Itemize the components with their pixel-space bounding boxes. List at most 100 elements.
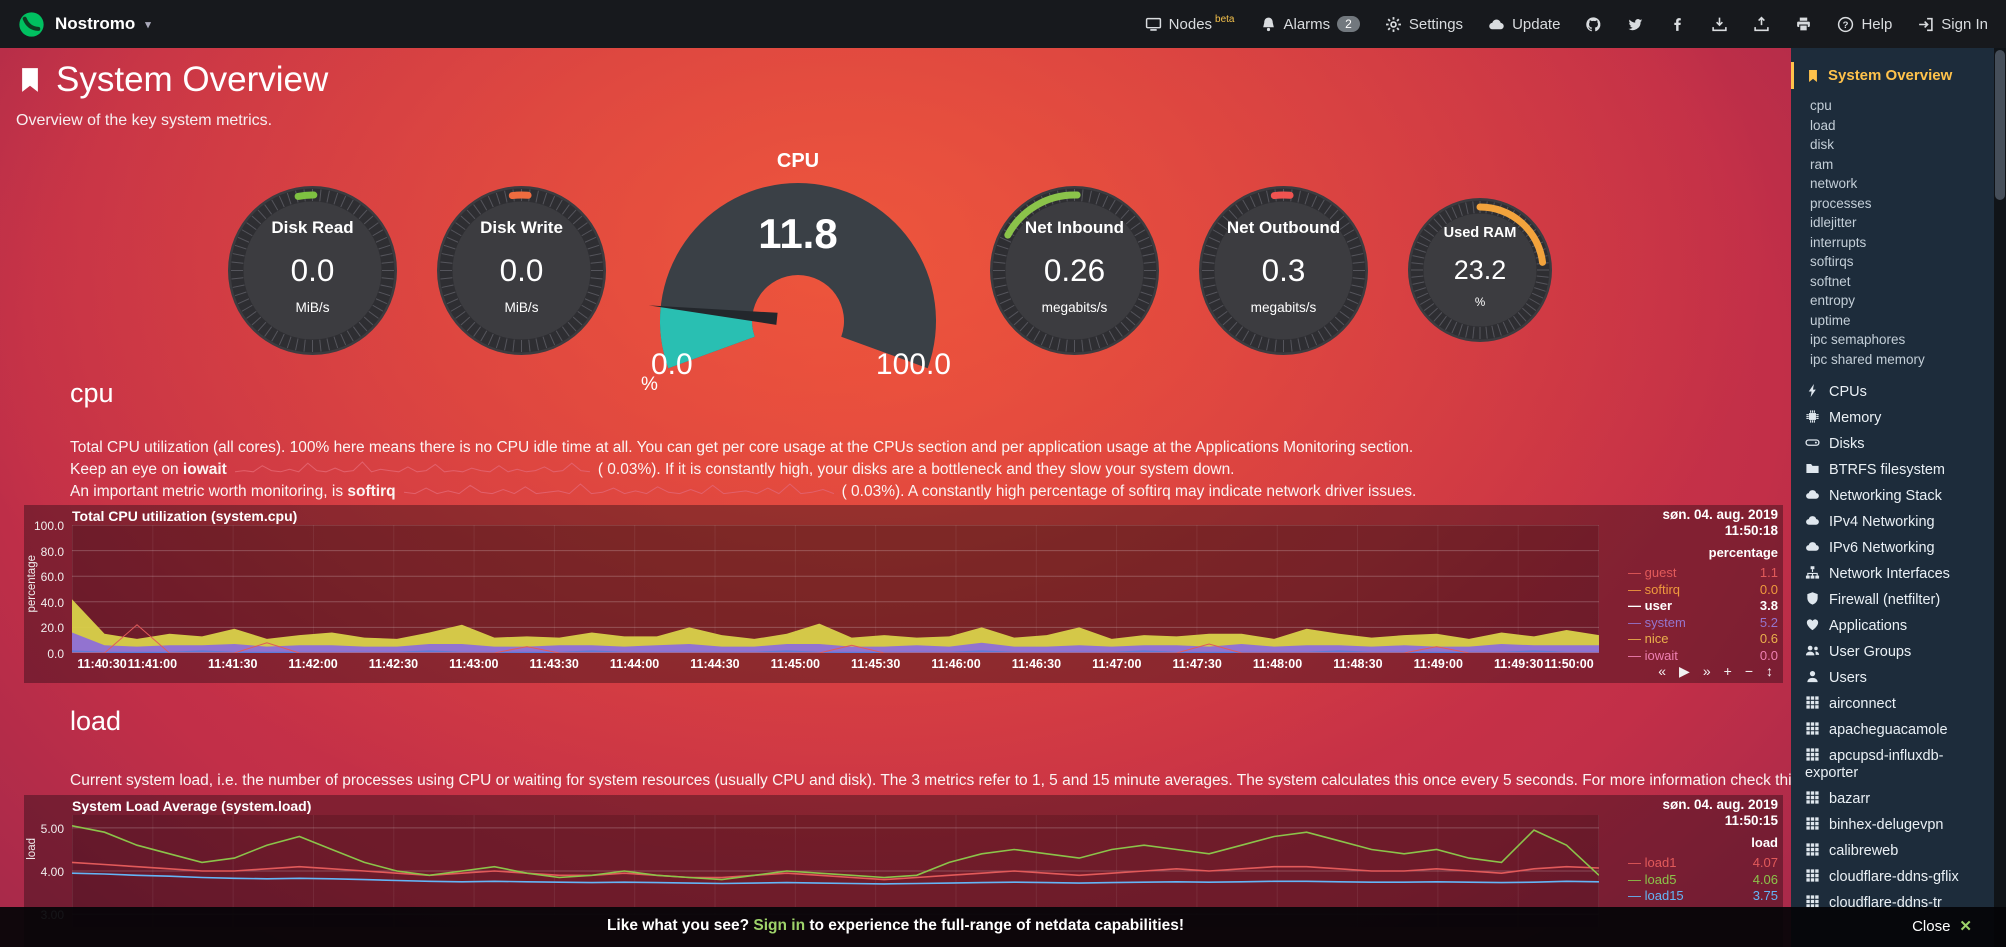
sidebar-menu-item[interactable]: IPv6 Networking <box>1791 535 1994 561</box>
legend-item[interactable]: load15 3.75 <box>1628 888 1778 905</box>
sidebar-sub-item[interactable]: ipc semaphores <box>1810 332 1906 347</box>
sidebar-menu-item[interactable]: bazarr <box>1791 786 1994 812</box>
legend-item[interactable]: system 5.2 <box>1628 615 1778 632</box>
section-heading-load[interactable]: load <box>70 706 122 736</box>
sidebar-menu-item[interactable]: Users <box>1791 665 1994 691</box>
sidebar-sub-item[interactable]: softnet <box>1810 273 1851 289</box>
legend-item[interactable]: guest 1.1 <box>1628 565 1778 582</box>
sidebar-sub-item[interactable]: idlejitter <box>1810 215 1857 230</box>
iowait-value: ( 0.03%). <box>597 461 661 478</box>
sidebar-sub-item[interactable]: disk <box>1810 137 1835 152</box>
sidebar-sub-item[interactable]: network <box>1810 176 1858 191</box>
right-sidebar: System Overview cpu load disk ram network pro… <box>1791 48 1994 947</box>
users-icon <box>1805 643 1820 658</box>
sidebar-menu-item[interactable]: cloudflare-ddns-gflix <box>1791 864 1994 890</box>
page-scrollbar[interactable] <box>1994 48 2006 947</box>
toolbox-button[interactable]: » <box>1702 663 1711 679</box>
legend-item[interactable]: user 3.8 <box>1628 598 1778 615</box>
sidebar-menu-item[interactable]: calibreweb <box>1791 838 1994 864</box>
y-tick: 5.00 <box>40 821 64 836</box>
sidebar-menu-item[interactable]: binhex-delugevpn <box>1791 812 1994 838</box>
gauge[interactable]: Disk Read 0.0 MiB/s <box>225 183 400 358</box>
x-tick: 11:45:00 <box>770 657 820 671</box>
navbar-item[interactable] <box>1627 16 1644 33</box>
navbar-item[interactable]: Update <box>1488 16 1560 33</box>
legend-value: 1.1 <box>1759 565 1778 580</box>
load-description: Current system load, i.e. the number of … <box>70 772 1914 789</box>
navbar-item[interactable]: Settings <box>1385 16 1463 33</box>
page-subtitle: Overview of the key system metrics. <box>16 112 273 129</box>
navbar-item[interactable] <box>1585 16 1602 33</box>
sidebar-menu-item[interactable]: Disks <box>1791 431 1994 457</box>
scrollbar-thumb[interactable] <box>1995 50 2005 200</box>
top-navbar: Nostromo ▾ Nodes beta Alarms 2 <box>0 0 2006 48</box>
y-tick: 4.00 <box>40 865 64 879</box>
sidebar-menu-item[interactable]: BTRFS filesystem <box>1791 457 1994 483</box>
legend-item[interactable]: iowait 0.0 <box>1628 648 1778 665</box>
node-selector[interactable]: Nostromo ▾ <box>18 11 151 38</box>
navbar-item[interactable] <box>1711 16 1728 33</box>
sidebar-menu-item[interactable]: Memory <box>1791 405 1994 431</box>
section-heading-cpu[interactable]: cpu <box>70 378 114 408</box>
sidebar-sub-item[interactable]: uptime <box>1810 312 1851 328</box>
gauge-title: Net Outbound <box>1226 217 1341 237</box>
banner-close: Close ✕ <box>1912 917 1972 936</box>
legend-item[interactable]: nice 0.6 <box>1628 631 1778 648</box>
sidebar-sub-item[interactable]: entropy <box>1810 293 1856 308</box>
sidebar-menu-item[interactable]: CPUs <box>1791 379 1994 405</box>
navbar-item[interactable] <box>1795 16 1812 33</box>
close-icon[interactable]: ✕ <box>1959 918 1972 935</box>
close-label: Close <box>1912 917 1951 935</box>
sidebar-menu: CPUs Memory Disks BTRFS filesystem Netwo… <box>1791 379 1994 916</box>
sidebar-menu-item[interactable]: User Groups <box>1791 639 1994 665</box>
toolbox-button[interactable]: − <box>1744 663 1753 679</box>
sidebar-sub-item[interactable]: interrupts <box>1810 234 1867 250</box>
gear-icon <box>1385 16 1402 33</box>
toolbox-button[interactable]: + <box>1723 663 1732 679</box>
gauge[interactable]: Used RAM 23.2 % <box>1405 195 1555 345</box>
gauge[interactable]: Disk Write 0.0 MiB/s <box>434 183 609 358</box>
grid-icon <box>1805 721 1820 736</box>
sidebar-menu-item[interactable]: Firewall (netfilter) <box>1791 587 1994 613</box>
gauge[interactable]: Net Outbound 0.3 megabits/s <box>1196 183 1371 358</box>
legend-item[interactable]: load1 4.07 <box>1628 855 1778 872</box>
navbar-item[interactable] <box>1669 16 1686 33</box>
toolbox-button[interactable]: ▶ <box>1679 663 1690 679</box>
sidebar-menu-item[interactable]: Network Interfaces <box>1791 561 1994 587</box>
legend-item[interactable]: softirq 0.0 <box>1628 582 1778 599</box>
sidebar-sub-item[interactable]: processes <box>1810 195 1872 211</box>
navbar-item[interactable] <box>1753 15 1770 33</box>
grid-icon <box>1805 842 1820 857</box>
sidebar-sub-item[interactable]: ram <box>1810 156 1834 172</box>
sidebar-sub-item[interactable]: cpu <box>1810 98 1832 113</box>
sidebar-sub-item[interactable]: softirqs <box>1810 254 1854 269</box>
sidebar-menu-item[interactable]: airconnect <box>1791 691 1994 717</box>
toolbox-button[interactable]: ↕ <box>1766 663 1773 679</box>
sidebar-menu-item[interactable]: Networking Stack <box>1791 483 1994 509</box>
sidebar-menu-item[interactable]: apcupsd-influxdb-exporter <box>1791 743 1994 786</box>
navbar-item[interactable]: Alarms 2 <box>1260 16 1360 33</box>
sidebar-menu-item[interactable]: Applications <box>1791 613 1994 639</box>
sidebar-menu-item[interactable]: apacheguacamole <box>1791 717 1994 743</box>
svg-text:?: ? <box>1843 19 1849 30</box>
sidebar-menu-item[interactable]: IPv4 Networking <box>1791 509 1994 535</box>
beta-badge: beta <box>1215 13 1235 25</box>
cpu-gauge[interactable]: CPU 11.8 0.0 100.0 % <box>633 150 963 395</box>
gauge-unit: MiB/s <box>504 299 539 315</box>
sign-in-link[interactable]: Sign in <box>753 917 806 934</box>
iowait-label: iowait <box>182 461 227 478</box>
sidebar-menu-item-label: User Groups <box>1829 644 1912 660</box>
sidebar-sub-menu: cpu load disk ram network processes idlejitter… <box>1791 89 1994 379</box>
toolbox-button[interactable]: « <box>1658 663 1667 679</box>
cpu-gauge-unit: % <box>641 374 658 395</box>
sidebar-sub-item[interactable]: load <box>1810 117 1836 133</box>
navbar-item[interactable]: ? Help <box>1837 16 1892 33</box>
facebook-icon <box>1669 16 1686 33</box>
navbar-item[interactable]: Sign In <box>1917 16 1988 33</box>
sidebar-item-system-overview[interactable]: System Overview <box>1791 62 1994 89</box>
sidebar-sub-item[interactable]: ipc shared memory <box>1810 351 1925 367</box>
cpu-plot-area[interactable] <box>72 524 1599 654</box>
navbar-item[interactable]: Nodes beta <box>1145 14 1235 35</box>
gauge[interactable]: Net Inbound 0.26 megabits/s <box>987 183 1162 358</box>
legend-item[interactable]: load5 4.06 <box>1628 872 1778 889</box>
